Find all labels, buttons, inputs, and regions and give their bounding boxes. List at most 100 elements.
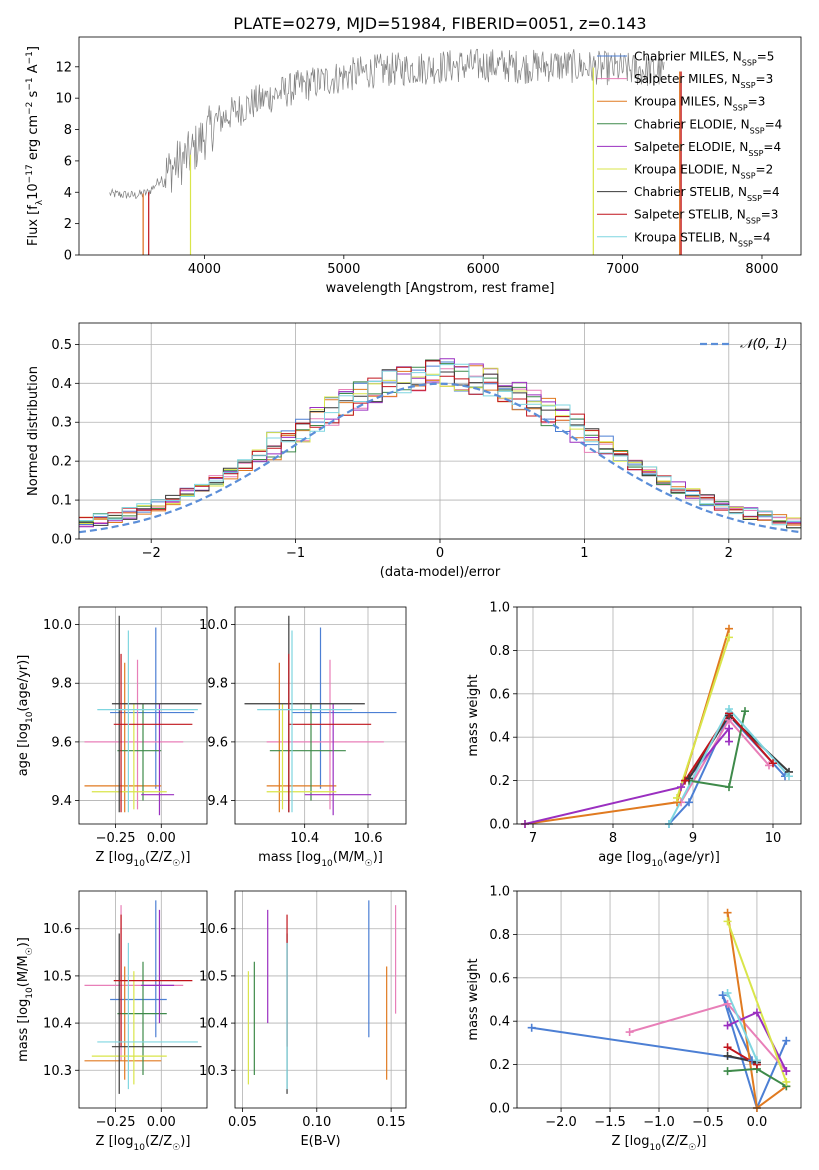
y-tick-label: 8	[64, 123, 72, 138]
x-tick-label: 4000	[188, 262, 221, 277]
y-tick-label: 0.8	[489, 644, 510, 659]
x-tick-label: 0.00	[147, 1115, 176, 1130]
y-tick-label: 2	[64, 217, 72, 232]
weight-marker	[782, 1077, 791, 1086]
y-tick-label: 10.5	[199, 969, 228, 984]
legend-label: Chabrier ELODIE, NSSP=4	[634, 117, 782, 135]
y-tick-label: 0.6	[489, 971, 510, 986]
weight-marker	[725, 624, 733, 633]
y-tick-label: 0.4	[489, 731, 510, 746]
figure-title: PLATE=0279, MJD=51984, FIBERID=0051, z=0…	[233, 14, 646, 33]
x-axis-label: Z [log10(Z/Z☉)]	[612, 1134, 707, 1153]
weight-marker	[718, 991, 727, 1000]
weight-marker	[725, 704, 733, 713]
y-tick-label: 10.6	[199, 922, 228, 937]
weight-marker	[723, 999, 732, 1008]
weight-marker	[685, 798, 693, 807]
weight-marker	[723, 908, 732, 917]
y-tick-label: 10.0	[43, 618, 72, 633]
legend-label: Chabrier STELIB, NSSP=4	[634, 185, 780, 203]
y-tick-label: 9.4	[207, 794, 228, 809]
x-tick-label: 7000	[606, 262, 639, 277]
weight-marker	[723, 1021, 732, 1030]
x-tick-label: 10.4	[290, 831, 319, 846]
axes-frame	[516, 890, 802, 1109]
y-tick-label: 0.0	[489, 1102, 510, 1117]
y-tick-label: 10.4	[199, 1017, 228, 1032]
y-tick-label: 0.4	[51, 377, 72, 392]
weight-marker	[782, 1067, 791, 1076]
axes-frame	[78, 36, 802, 256]
axes-frame	[234, 606, 407, 825]
x-tick-label: 8000	[745, 262, 778, 277]
x-tick-label: −0.25	[96, 1115, 136, 1130]
y-tick-label: 0.3	[51, 416, 72, 431]
y-tick-label: 0.2	[51, 455, 72, 470]
weight-marker	[725, 633, 733, 642]
legend-label: Kroupa STELIB, NSSP=4	[634, 230, 771, 248]
x-tick-label: −0.25	[96, 831, 136, 846]
weight-marker	[527, 1023, 536, 1032]
weight-marker	[673, 793, 681, 802]
weight-marker	[769, 759, 777, 768]
y-tick-label: 0.8	[489, 928, 510, 943]
legend-label: Salpeter MILES, NSSP=3	[634, 72, 773, 90]
weight-marker	[782, 1036, 791, 1045]
x-tick-label: 0	[436, 546, 444, 561]
weight-marker	[752, 1008, 761, 1017]
x-axis-label: Z [log10(Z/Z☉)]	[96, 850, 191, 869]
x-tick-label: 1	[580, 546, 588, 561]
axes-frame	[78, 606, 208, 825]
x-tick-label: −1	[286, 546, 305, 561]
x-axis-label: (data-model)/error	[380, 565, 501, 580]
y-tick-label: 0.0	[51, 533, 72, 548]
x-tick-label: 6000	[467, 262, 500, 277]
spectrum-data-line	[109, 48, 665, 199]
legend-label: Salpeter STELIB, NSSP=3	[634, 208, 778, 226]
weight-marker	[725, 783, 733, 792]
mass-weight-vs-age-panel: 7 8 9 10 0.0 0.2 0.4 0.6 0.8 1.0 age [log10(age/yr…	[466, 601, 802, 869]
axes-frame	[78, 322, 802, 540]
weight-marker	[723, 1043, 732, 1052]
x-axis-label: E(B-V)	[300, 1134, 340, 1149]
y-axis-label: mass weight	[466, 674, 481, 756]
y-tick-label: 9.8	[51, 677, 72, 692]
x-tick-label: 10	[765, 831, 782, 846]
x-tick-label: 0.05	[228, 1115, 257, 1130]
x-tick-label: −0.5	[692, 1115, 724, 1130]
x-axis-label: wavelength [Angstrom, rest frame]	[326, 281, 555, 296]
legend-label: Salpeter ELODIE, NSSP=4	[634, 140, 781, 158]
mass-vs-ebv-panel: 0.05 0.10 0.15 10.3 10.4 10.5 10.6 E(B-V)	[199, 890, 407, 1149]
y-tick-label: 6	[64, 154, 72, 169]
y-axis-label: mass weight	[466, 958, 481, 1040]
axes-frame	[516, 606, 802, 825]
y-tick-label: 0	[64, 249, 72, 264]
x-tick-label: 0.15	[377, 1115, 406, 1130]
x-tick-label: −2	[142, 546, 161, 561]
weight-marker	[785, 772, 793, 781]
residual-histogram-panel: −2 −1 0 1 2 0.0 0.1 0.2 0.3 0.4 0.5 (data-model)/er…	[26, 322, 802, 580]
weight-line	[726, 912, 787, 1108]
weight-marker	[725, 724, 733, 733]
mass-weight-vs-metallicity-panel: −2.0 −1.5 −1.0 −0.5 0.0 0.0 0.2 0.4 0.6 0.8 1.0 Z […	[466, 885, 802, 1153]
y-tick-label: 0.4	[489, 1015, 510, 1030]
weight-marker	[752, 1056, 761, 1065]
histogram-step-line	[79, 363, 801, 526]
x-tick-label: 7	[529, 831, 537, 846]
legend-label: Chabrier MILES, NSSP=5	[634, 50, 774, 68]
y-axis-label: Flux [fλ10−17 erg cm−2 s−1 A−1]	[25, 46, 45, 246]
y-tick-label: 9.8	[207, 677, 228, 692]
y-axis-label: Normed distribution	[26, 366, 41, 496]
y-tick-label: 0.6	[489, 687, 510, 702]
weight-line	[726, 921, 788, 1083]
x-tick-label: 8	[609, 831, 617, 846]
x-tick-label: −1.0	[643, 1115, 675, 1130]
x-axis-label: Z [log10(Z/Z☉)]	[96, 1134, 191, 1153]
x-tick-label: 9	[689, 831, 697, 846]
weight-line	[676, 637, 730, 799]
y-tick-label: 12	[55, 60, 72, 75]
y-tick-label: 0.2	[489, 1058, 510, 1073]
y-tick-label: 0.0	[489, 818, 510, 833]
y-tick-label: 10.3	[199, 1064, 228, 1079]
